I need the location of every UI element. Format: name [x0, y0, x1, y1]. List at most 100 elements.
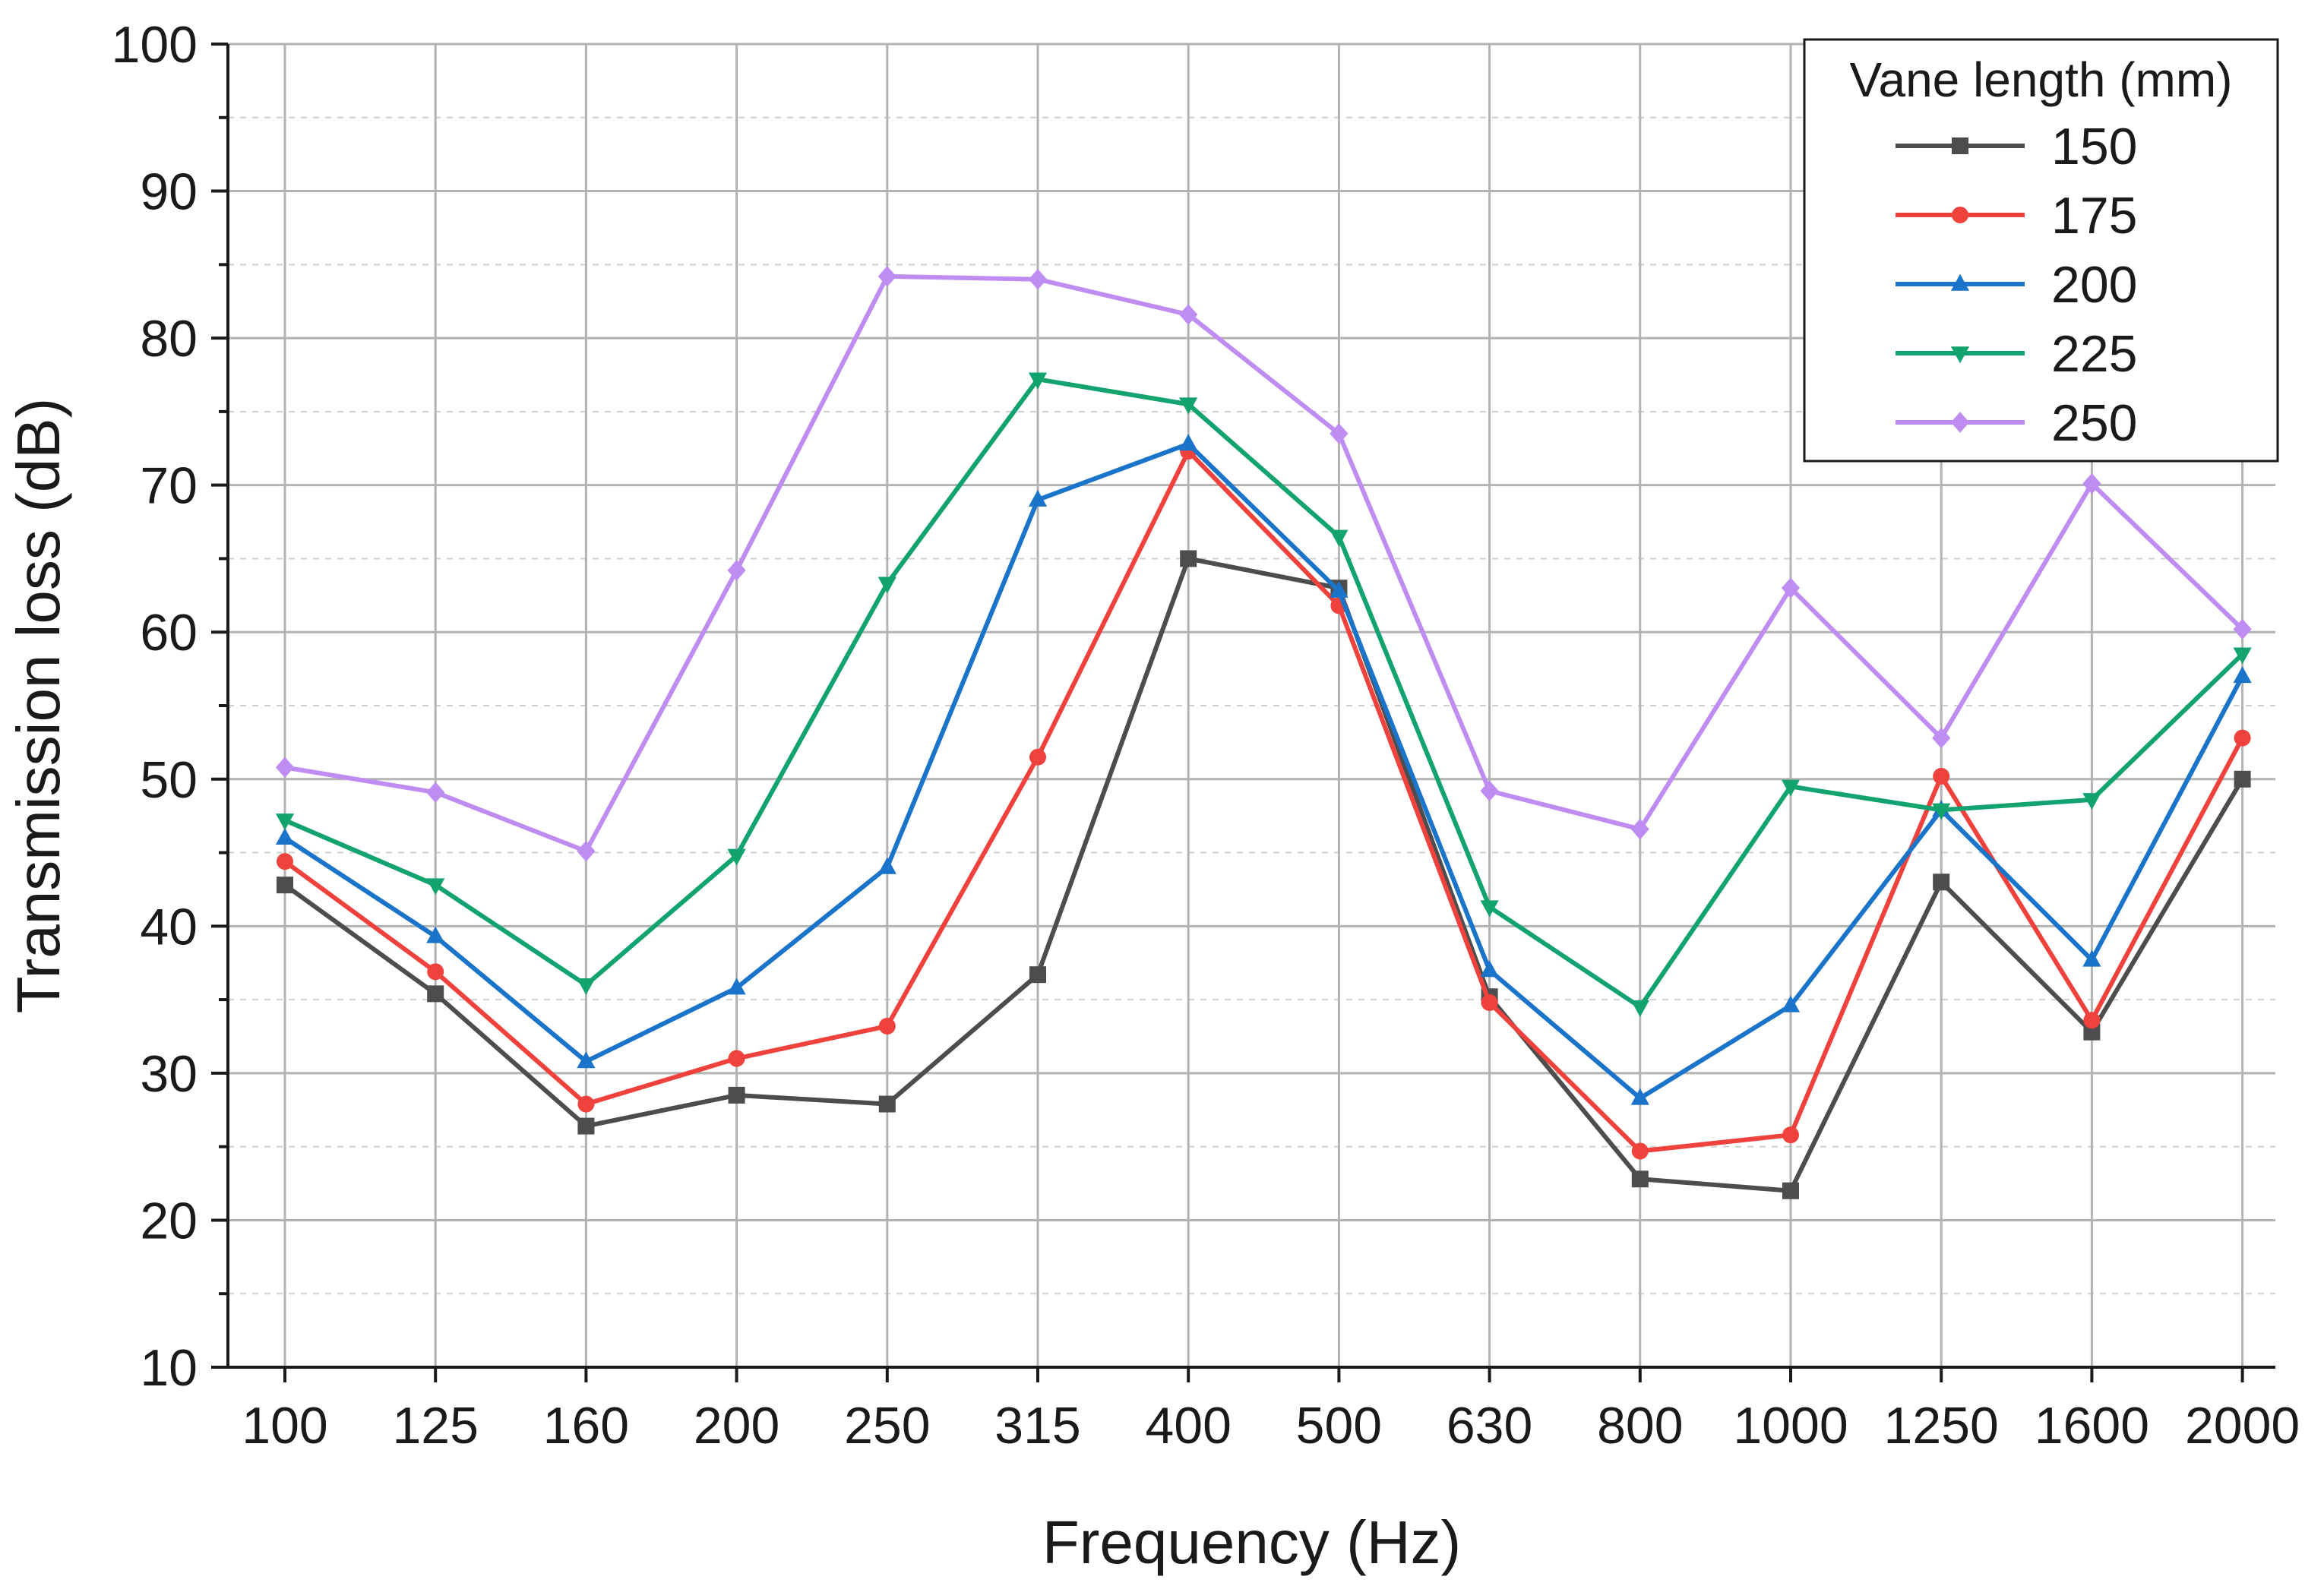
legend-items: 150 175 200 225 250 [1896, 118, 2137, 452]
series-250 [275, 266, 2252, 862]
data-point-250 [1179, 304, 1198, 325]
x-tick-label: 250 [844, 1397, 930, 1455]
legend-item-150: 150 [1896, 118, 2137, 175]
x-axis-title: Frequency (Hz) [1042, 1508, 1461, 1576]
x-tick-label: 400 [1145, 1397, 1231, 1455]
data-point-175 [728, 1050, 745, 1067]
data-point-225 [1179, 397, 1198, 415]
x-tick-label: 315 [994, 1397, 1080, 1455]
x-tick-label: 125 [392, 1397, 478, 1455]
data-point-200 [275, 828, 295, 845]
legend-marker [1950, 412, 1970, 433]
data-point-225 [2233, 647, 2252, 665]
data-point-250 [2082, 472, 2101, 494]
data-point-200 [2082, 949, 2101, 967]
data-point-225 [426, 878, 445, 896]
legend-item-200: 200 [1896, 256, 2137, 314]
data-point-250 [1028, 268, 1048, 290]
series [275, 266, 2252, 1199]
y-tick-label: 20 [140, 1192, 198, 1249]
data-point-175 [878, 1017, 896, 1035]
x-tick-label: 630 [1447, 1397, 1532, 1455]
data-point-175 [1631, 1142, 1649, 1160]
data-point-150 [728, 1086, 745, 1104]
y-tick-label: 10 [140, 1339, 198, 1397]
legend-label: 175 [2051, 187, 2137, 245]
legend-marker [1950, 346, 1970, 364]
data-point-200 [1630, 1088, 1649, 1105]
legend-item-225: 225 [1896, 325, 2137, 383]
data-point-150 [577, 1117, 595, 1135]
data-point-175 [427, 963, 444, 981]
data-point-200 [877, 857, 896, 874]
series-150 [277, 550, 2251, 1199]
data-point-175 [1481, 994, 1498, 1011]
x-tick-label: 800 [1597, 1397, 1683, 1455]
data-point-200 [727, 978, 746, 995]
legend-label: 250 [2051, 394, 2137, 452]
x-tick-label: 2000 [2185, 1397, 2300, 1455]
data-point-150 [1631, 1170, 1649, 1188]
data-point-175 [2234, 729, 2251, 747]
data-point-150 [878, 1095, 896, 1113]
legend-item-250: 250 [1896, 394, 2137, 452]
data-point-225 [1330, 529, 1349, 547]
data-point-200 [2233, 666, 2252, 684]
axis-ticks: 10 20 30 40 50 60 70 80 90 100 100 125 160 200 250 315 4… [112, 16, 2300, 1455]
data-point-175 [2083, 1012, 2101, 1029]
data-point-250 [727, 560, 746, 581]
data-point-250 [2233, 618, 2252, 640]
data-point-150 [277, 877, 293, 894]
data-point-200 [1781, 995, 1801, 1012]
legend-marker [1952, 137, 1968, 154]
data-point-250 [877, 266, 896, 287]
y-axis-title: Transmission loss (dB) [5, 398, 72, 1014]
data-point-250 [577, 840, 596, 862]
x-tick-label: 1000 [1733, 1397, 1848, 1455]
data-point-250 [1781, 577, 1801, 599]
legend-marker [1952, 207, 1968, 223]
legend-label: 150 [2051, 118, 2137, 175]
data-point-200 [1480, 960, 1499, 978]
data-point-200 [1028, 489, 1048, 507]
data-point-175 [1029, 748, 1046, 766]
legend-marker [1950, 273, 1970, 291]
data-point-200 [1330, 580, 1349, 598]
legend: Vane length (mm) 150 175 200 225 250 [1803, 38, 2279, 463]
y-tick-label: 100 [112, 16, 198, 74]
data-point-225 [2082, 793, 2101, 810]
legend-label: 225 [2051, 325, 2137, 383]
data-point-225 [1781, 779, 1801, 797]
data-point-225 [1028, 372, 1048, 390]
data-point-225 [1480, 900, 1499, 918]
data-point-200 [1179, 434, 1198, 451]
series-line-225 [283, 377, 2244, 1009]
y-tick-label: 50 [140, 751, 198, 809]
x-tick-label: 160 [543, 1397, 629, 1455]
series-line-175 [283, 449, 2245, 1154]
data-point-150 [2234, 770, 2251, 788]
series-225 [275, 372, 2252, 1017]
y-tick-label: 60 [140, 604, 198, 662]
data-point-250 [1480, 780, 1499, 802]
data-point-250 [275, 757, 295, 779]
series-line-200 [283, 441, 2245, 1101]
data-point-250 [1932, 727, 1951, 749]
data-point-175 [1933, 767, 1950, 785]
data-point-200 [426, 926, 445, 943]
series-200 [275, 434, 2252, 1105]
data-point-150 [1029, 966, 1046, 984]
x-tick-label: 500 [1296, 1397, 1382, 1455]
data-point-225 [727, 848, 746, 866]
data-point-225 [877, 577, 896, 594]
legend-box [1803, 38, 2279, 463]
data-point-175 [277, 853, 293, 870]
legend-label: 200 [2051, 256, 2137, 314]
legend-title: Vane length (mm) [1850, 52, 2233, 107]
grid [228, 43, 2275, 1367]
y-tick-label: 90 [140, 163, 198, 221]
legend-item-175: 175 [1896, 187, 2137, 245]
y-tick-label: 30 [140, 1045, 198, 1103]
data-point-225 [1630, 1000, 1649, 1017]
data-point-175 [1782, 1126, 1799, 1144]
